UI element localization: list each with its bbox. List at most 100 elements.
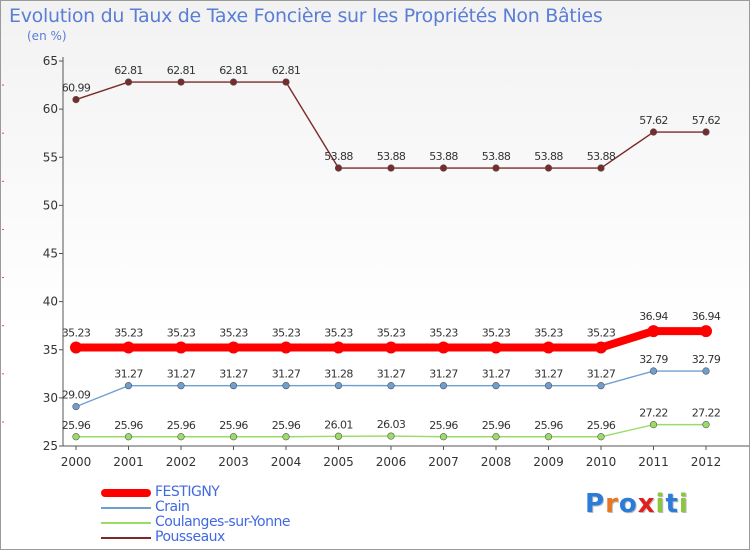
data-point-coulanges-sur-yonne <box>177 433 185 441</box>
data-point-festigny <box>227 341 240 354</box>
data-point-pousseaux <box>649 128 658 136</box>
y-tick-label: 40 <box>43 295 58 309</box>
data-label-crain: 31.27 <box>272 368 301 381</box>
data-point-pousseaux <box>492 164 500 172</box>
data-label-pousseaux: 53.88 <box>587 150 616 163</box>
data-point-pousseaux <box>334 164 343 172</box>
data-point-pousseaux <box>387 164 395 172</box>
data-point-coulanges-sur-yonne <box>649 421 658 429</box>
logo-letter: i <box>678 489 689 519</box>
x-tick-label: 2000 <box>61 455 92 469</box>
data-label-pousseaux: 53.88 <box>324 150 353 163</box>
data-label-crain: 31.28 <box>324 368 353 381</box>
data-label-festigny: 35.23 <box>377 327 406 340</box>
y-tick-label: 45 <box>43 247 58 261</box>
data-point-crain <box>702 367 710 375</box>
data-point-crain <box>544 382 553 390</box>
data-label-coulanges-sur-yonne: 25.96 <box>62 419 91 432</box>
data-label-festigny: 35.23 <box>324 327 353 340</box>
data-label-festigny: 35.23 <box>167 327 196 340</box>
proxiti-logo: Proxiti <box>585 489 689 519</box>
data-point-festigny <box>490 341 502 354</box>
data-point-festigny <box>122 341 135 354</box>
data-label-coulanges-sur-yonne: 25.96 <box>219 419 248 432</box>
data-label-festigny: 35.23 <box>429 327 458 340</box>
logo-letter: t <box>665 489 679 519</box>
data-point-festigny <box>385 341 397 354</box>
data-label-coulanges-sur-yonne: 25.96 <box>272 419 301 432</box>
data-label-coulanges-sur-yonne: 25.96 <box>114 419 143 432</box>
x-tick-label: 2008 <box>481 455 512 469</box>
data-label-coulanges-sur-yonne: 26.03 <box>377 418 406 431</box>
data-label-crain: 31.27 <box>219 368 248 381</box>
y-tick-label: 35 <box>43 343 58 357</box>
data-point-coulanges-sur-yonne <box>72 433 80 441</box>
data-label-festigny: 35.23 <box>534 327 563 340</box>
data-label-crain: 32.79 <box>692 353 721 366</box>
data-point-pousseaux <box>177 78 185 86</box>
x-tick-label: 2007 <box>428 455 459 469</box>
data-label-crain: 31.27 <box>114 368 143 381</box>
data-label-festigny: 35.23 <box>272 327 301 340</box>
data-point-festigny <box>647 325 660 338</box>
data-point-coulanges-sur-yonne <box>492 433 500 441</box>
data-label-pousseaux: 53.88 <box>534 150 563 163</box>
chart-subtitle: (en %) <box>27 29 67 43</box>
data-point-festigny <box>280 341 292 354</box>
data-label-festigny: 36.94 <box>639 310 668 323</box>
data-label-pousseaux: 62.81 <box>272 64 301 77</box>
data-label-coulanges-sur-yonne: 25.96 <box>167 419 196 432</box>
data-label-coulanges-sur-yonne: 27.22 <box>692 407 721 420</box>
data-point-festigny <box>175 341 187 354</box>
x-tick-label: 2004 <box>271 455 302 469</box>
x-tick-label: 2012 <box>691 455 722 469</box>
y-tick-label: 30 <box>43 391 58 405</box>
data-point-pousseaux <box>229 78 238 86</box>
data-point-crain <box>72 403 80 411</box>
logo-letter: x <box>637 489 656 519</box>
data-label-coulanges-sur-yonne: 25.96 <box>587 419 616 432</box>
data-label-crain: 31.27 <box>534 368 563 381</box>
data-point-coulanges-sur-yonne <box>334 432 343 440</box>
data-label-pousseaux: 53.88 <box>429 150 458 163</box>
data-label-pousseaux: 53.88 <box>482 150 511 163</box>
chart-title: Evolution du Taux de Taxe Foncière sur l… <box>9 5 603 27</box>
data-point-crain <box>229 382 238 390</box>
data-point-coulanges-sur-yonne <box>387 432 395 440</box>
legend-swatch <box>101 522 151 524</box>
data-label-coulanges-sur-yonne: 25.96 <box>482 419 511 432</box>
x-tick-label: 2003 <box>218 455 249 469</box>
data-point-crain <box>334 381 343 390</box>
data-label-pousseaux: 62.81 <box>219 64 248 77</box>
x-tick-label: 2001 <box>113 455 144 469</box>
data-label-crain: 32.79 <box>639 353 668 366</box>
data-label-festigny: 35.23 <box>62 327 91 340</box>
data-point-pousseaux <box>72 95 80 104</box>
data-point-festigny <box>70 341 82 354</box>
data-point-pousseaux <box>124 78 133 86</box>
legend-item-coulanges-sur-yonne: Coulanges-sur-Yonne <box>101 514 421 530</box>
x-tick-label: 2002 <box>166 455 197 469</box>
data-point-coulanges-sur-yonne <box>439 433 448 441</box>
logo-letter: i <box>655 489 666 519</box>
data-point-festigny <box>700 325 712 338</box>
logo-letter: r <box>605 489 619 519</box>
data-label-crain: 31.27 <box>167 368 196 381</box>
legend-item-pousseaux: Pousseaux <box>101 529 421 545</box>
legend-label: Crain <box>155 499 190 515</box>
legend-item-crain: Crain <box>101 499 421 515</box>
data-point-pousseaux <box>282 78 290 86</box>
y-tick-label: 25 <box>43 439 58 453</box>
x-tick-label: 2011 <box>638 455 669 469</box>
data-point-crain <box>492 382 500 390</box>
data-label-pousseaux: 60.99 <box>62 82 91 95</box>
legend-label: Pousseaux <box>155 529 225 545</box>
data-point-crain <box>177 382 185 390</box>
data-label-crain: 31.27 <box>429 368 458 381</box>
y-tick-label: 60 <box>43 102 58 116</box>
data-label-festigny: 36.94 <box>692 310 721 323</box>
x-tick-label: 2010 <box>586 455 617 469</box>
data-label-crain: 31.27 <box>377 368 406 381</box>
data-point-pousseaux <box>439 164 448 172</box>
data-label-pousseaux: 62.81 <box>167 64 196 77</box>
